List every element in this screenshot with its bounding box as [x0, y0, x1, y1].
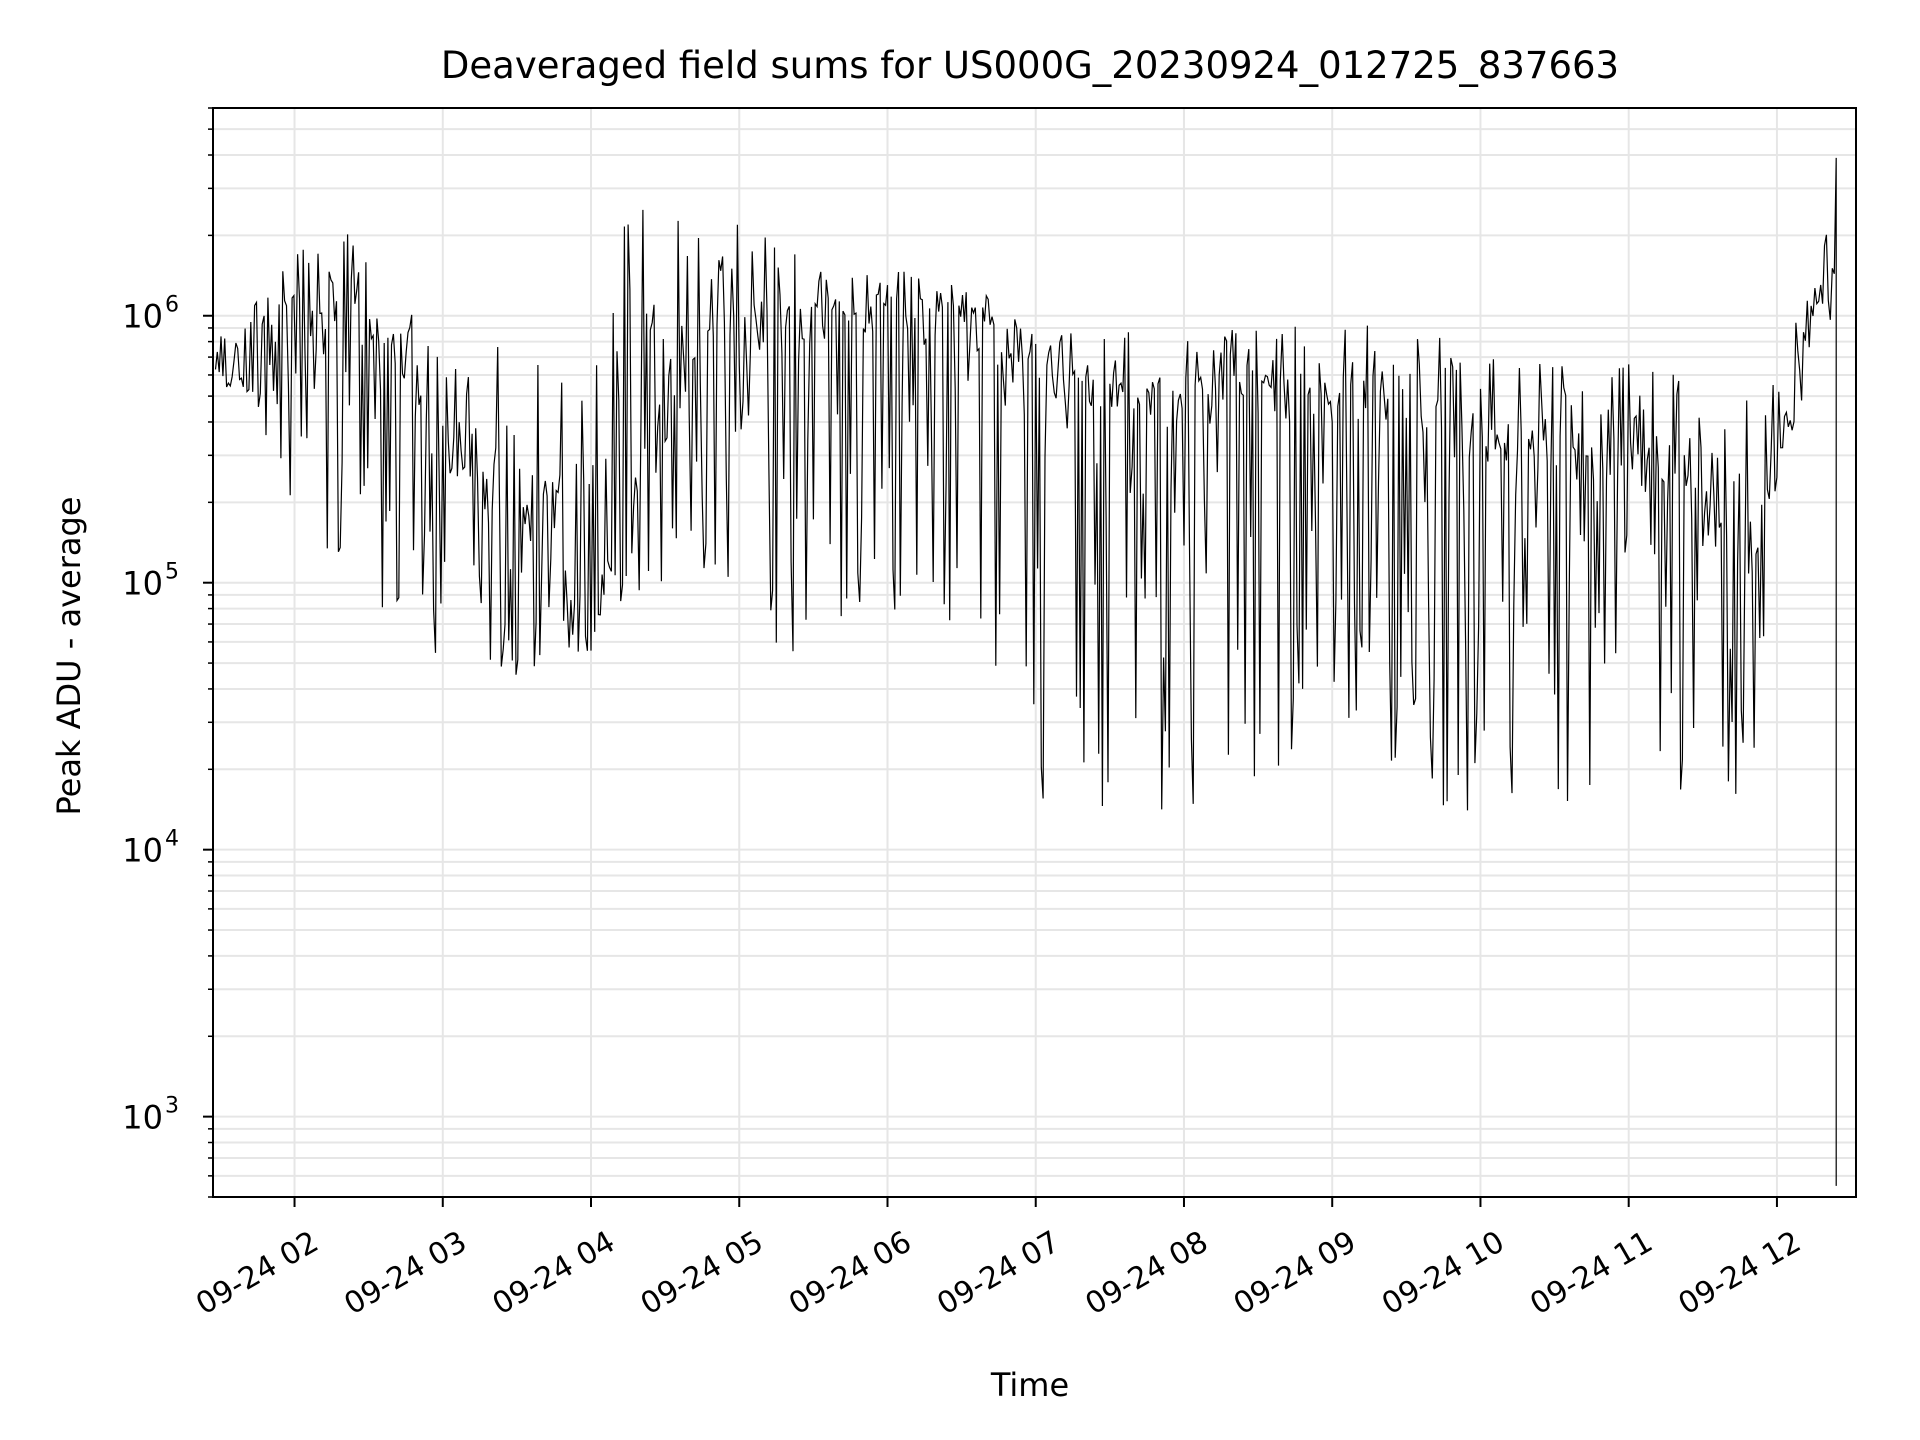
y-tick-label: 10 [122, 565, 163, 603]
y-tick-label: 10 [122, 298, 163, 336]
series-line [214, 157, 1837, 1186]
chart-title: Deaveraged field sums for US000G_2023092… [441, 44, 1619, 87]
y-axis-label: Peak ADU - average [50, 497, 88, 816]
series-layer [214, 157, 1837, 1186]
plot-frame [212, 107, 1857, 1198]
y-tick-label-exponent: 3 [165, 1094, 179, 1119]
y-tick-label-exponent: 6 [165, 293, 179, 318]
y-tick-label: 10 [122, 1099, 163, 1137]
y-tick-label-exponent: 5 [165, 560, 179, 585]
y-tick-label-exponent: 4 [165, 827, 179, 852]
x-axis-label: Time [990, 1366, 1069, 1404]
y-tick-label: 10 [122, 832, 163, 870]
